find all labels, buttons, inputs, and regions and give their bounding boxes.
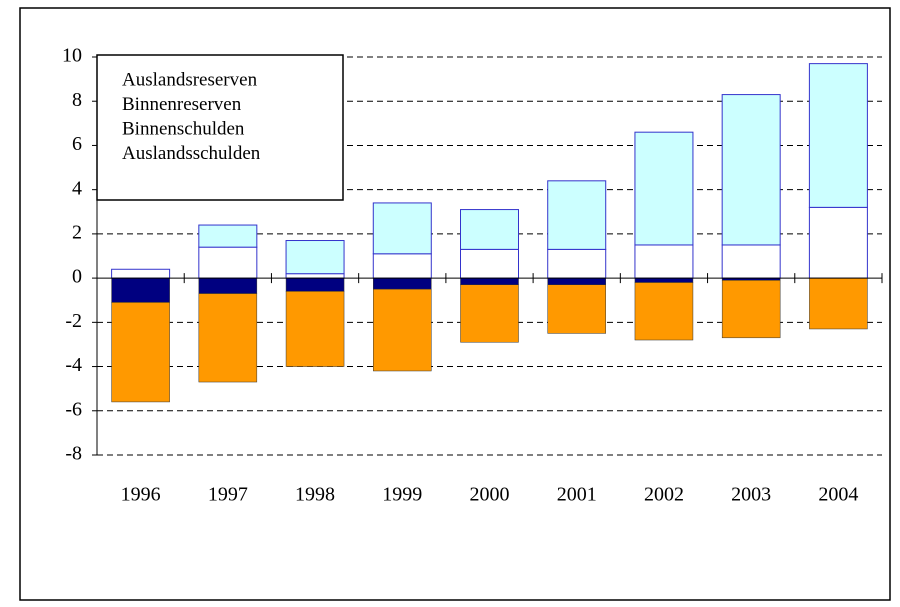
- legend-label: Auslandsreserven: [122, 69, 258, 90]
- bar: [198, 246, 258, 279]
- bar: [372, 202, 432, 255]
- y-tick-label: 8: [72, 89, 82, 111]
- bar: [198, 277, 258, 294]
- legend-label: Binnenschulden: [122, 118, 245, 139]
- x-tick-label: 2002: [644, 484, 684, 506]
- y-tick-label: 4: [72, 177, 82, 199]
- bar: [285, 240, 345, 275]
- y-tick-label: 6: [72, 133, 82, 155]
- legend-box: [96, 54, 344, 201]
- x-tick-label: 1996: [121, 484, 161, 506]
- bar: [460, 277, 519, 285]
- bar: [373, 288, 432, 372]
- bar: [285, 273, 345, 279]
- bar: [634, 244, 694, 279]
- legend-label: Auslandsschulden: [122, 143, 261, 164]
- y-tick-label: -6: [65, 398, 82, 420]
- x-tick-label: 1998: [295, 484, 335, 506]
- x-tick-label: 2001: [557, 484, 597, 506]
- bar: [198, 293, 258, 383]
- y-tick-label: 0: [72, 266, 82, 288]
- bar: [808, 63, 868, 208]
- bar: [111, 277, 170, 303]
- bar: [460, 209, 519, 250]
- bar: [809, 277, 868, 330]
- bar: [634, 131, 694, 246]
- bar: [460, 284, 519, 343]
- x-tick-label: 2000: [470, 484, 510, 506]
- bar: [721, 244, 781, 279]
- bar: [634, 277, 694, 283]
- bar: [373, 277, 432, 290]
- bar: [547, 277, 606, 285]
- x-tick-label: 1997: [208, 484, 248, 506]
- bar: [721, 94, 781, 246]
- bar: [111, 268, 171, 279]
- x-tick-label: 2003: [731, 484, 771, 506]
- bar: [547, 180, 607, 250]
- legend-label: Binnenreserven: [122, 94, 242, 115]
- bar: [111, 302, 170, 403]
- bar: [547, 284, 606, 334]
- bar: [285, 277, 345, 292]
- bar: [547, 248, 607, 279]
- y-tick-label: 2: [72, 221, 82, 243]
- bar: [198, 224, 258, 248]
- x-tick-label: 1999: [382, 484, 422, 506]
- bar: [460, 248, 519, 279]
- bar: [721, 280, 781, 339]
- y-tick-label: 10: [62, 45, 82, 67]
- y-tick-label: -8: [65, 443, 82, 465]
- y-tick-label: -2: [65, 310, 82, 332]
- x-tick-label: 2004: [818, 484, 858, 506]
- bar: [285, 291, 345, 367]
- bar: [808, 206, 868, 279]
- bar: [372, 253, 432, 279]
- bar: [634, 282, 694, 341]
- y-tick-label: -4: [65, 354, 82, 376]
